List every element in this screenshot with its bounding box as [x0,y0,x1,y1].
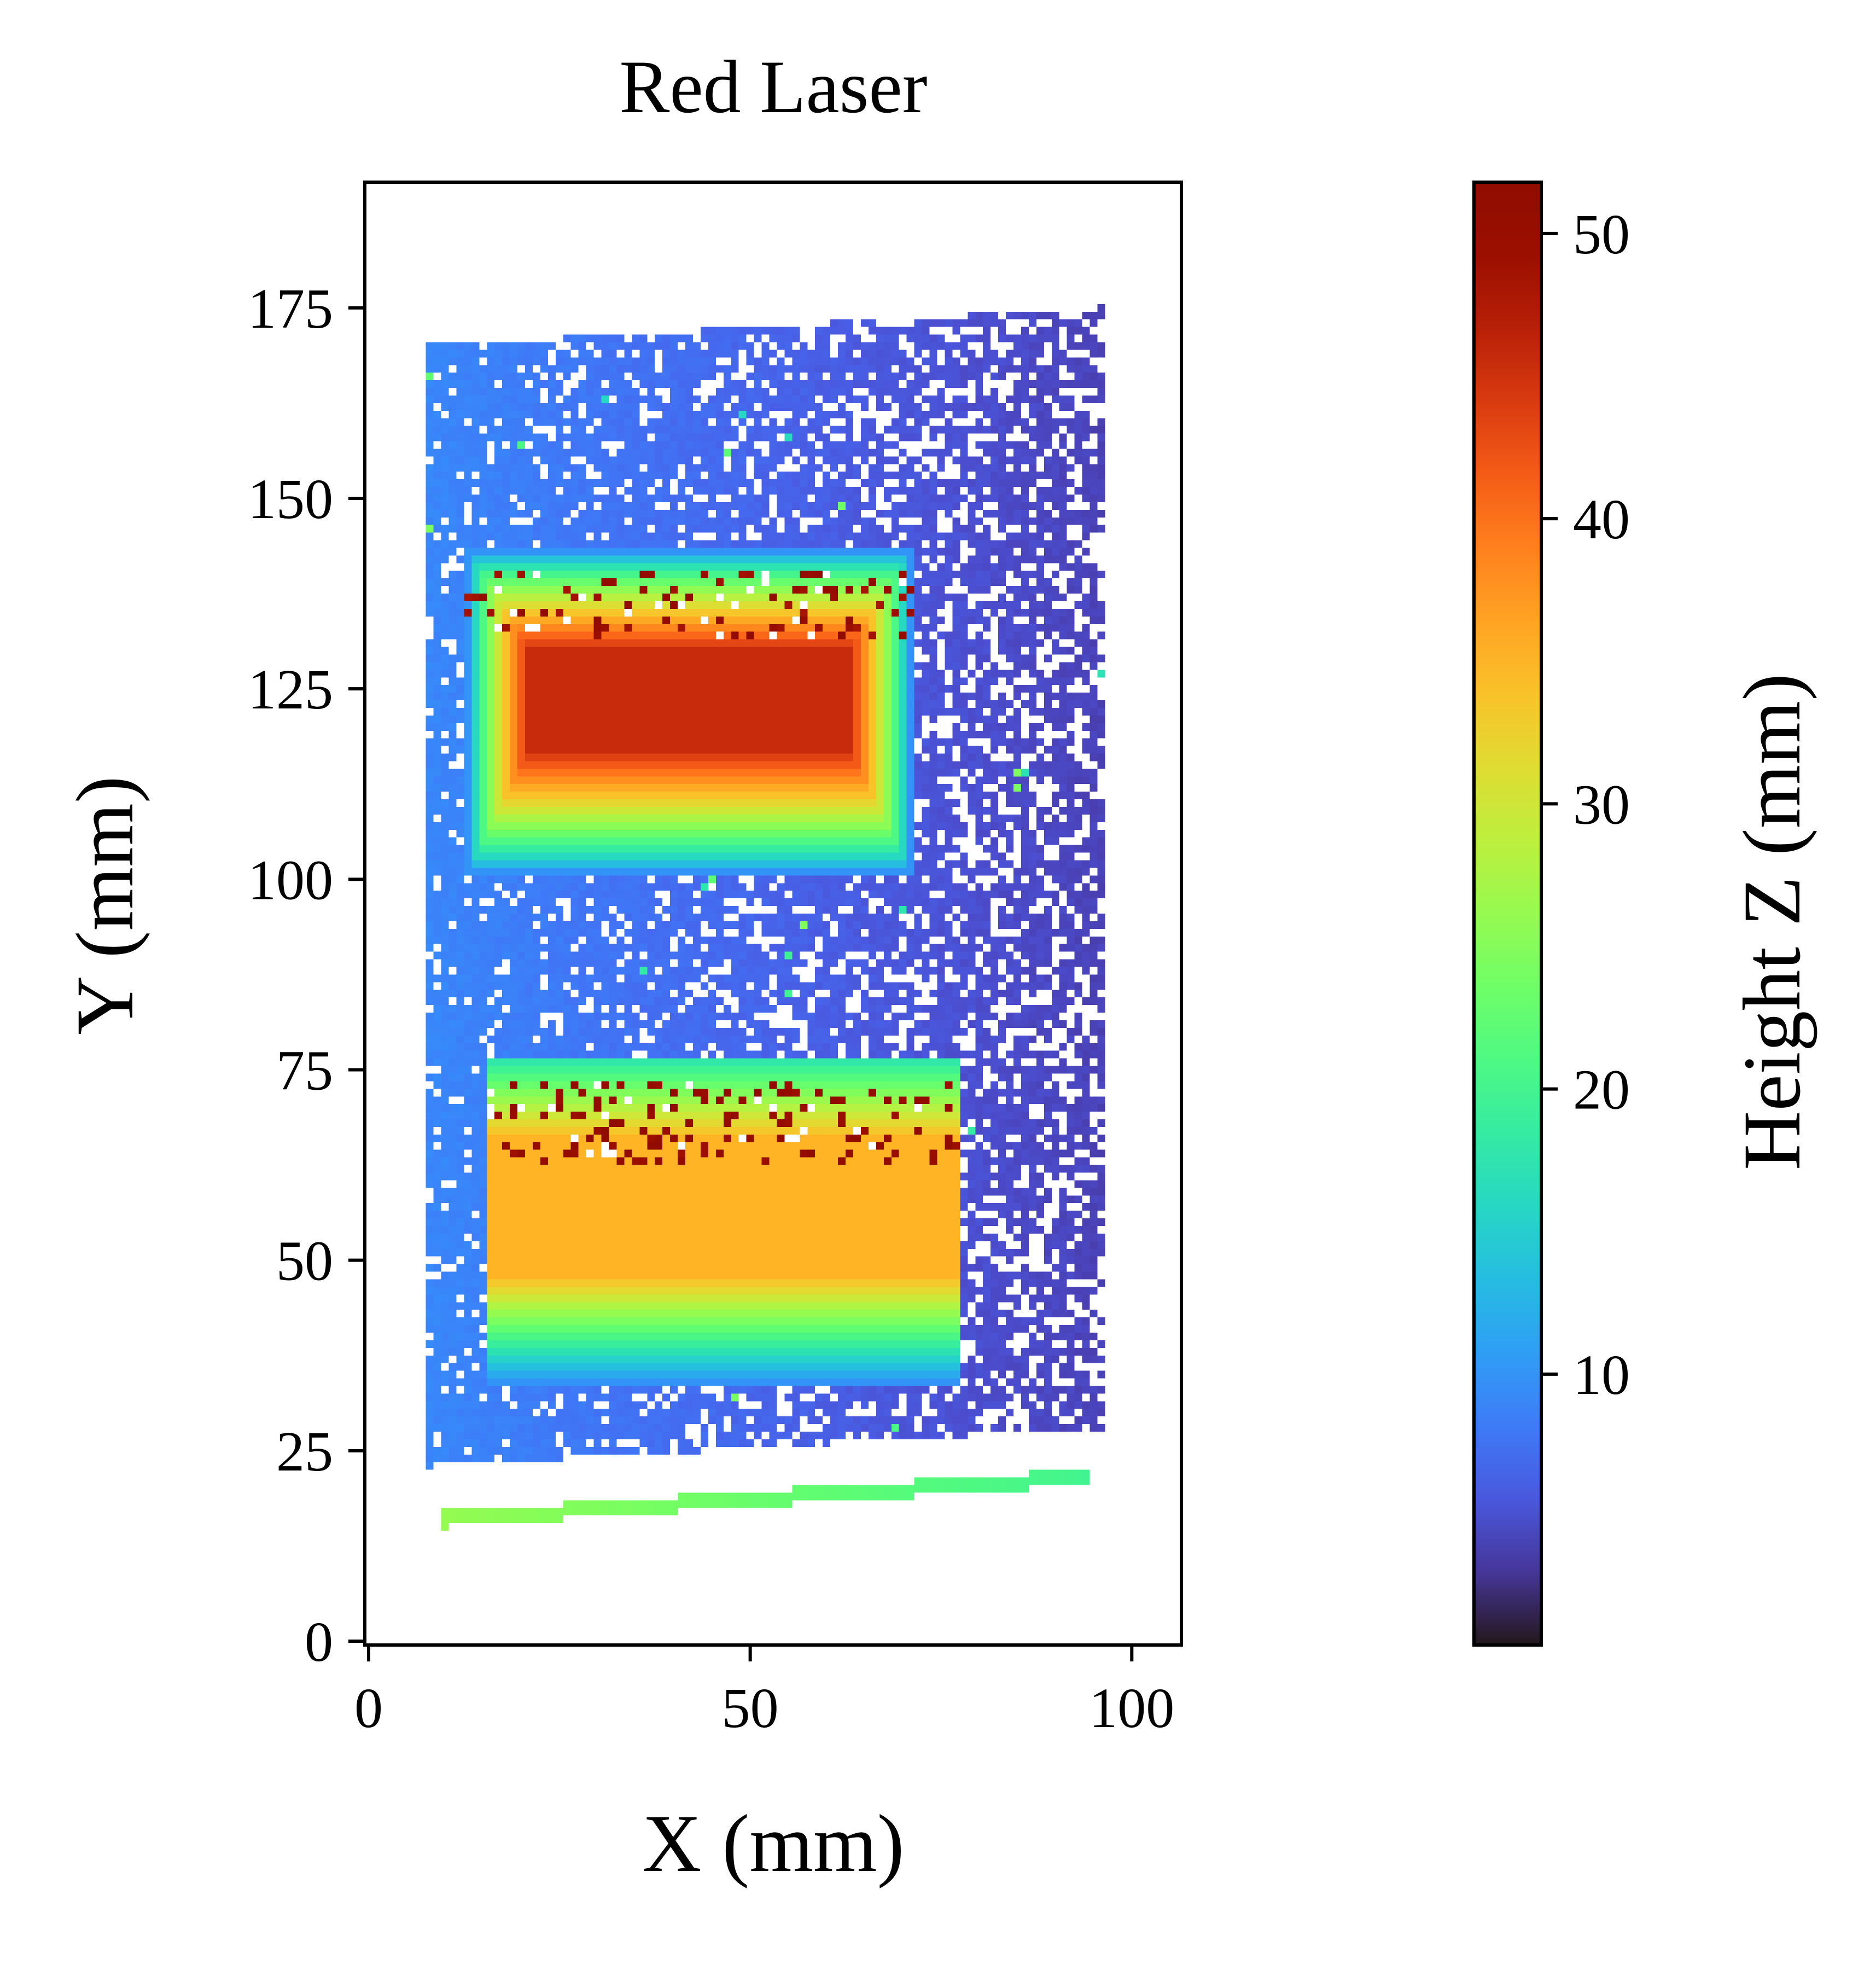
x-tick-label: 0 [354,1677,383,1740]
x-axis-ticks: 0 50 100 [354,1645,1174,1740]
colorbar [1474,182,1541,1645]
y-axis-ticks: 0 25 50 75 100 125 150 175 [248,277,365,1673]
y-tick-label: 150 [248,468,333,531]
colorbar-label: Height Z (mm) [1727,673,1817,1170]
heatmap-image [365,182,1181,1645]
chart-title: Red Laser [619,45,927,129]
y-tick-label: 50 [276,1230,333,1293]
colorbar-tick-label: 30 [1573,773,1630,836]
y-tick-label: 0 [305,1611,333,1673]
y-tick-label: 75 [276,1039,333,1102]
colorbar-tick-label: 20 [1573,1059,1630,1121]
colorbar-tick-label: 50 [1573,203,1630,266]
colorbar-frame [1472,181,1543,1647]
x-tick-label: 100 [1089,1677,1174,1740]
colorbar-tick-label: 10 [1573,1344,1630,1406]
y-tick-label: 100 [248,848,333,911]
x-tick-label: 50 [722,1677,779,1740]
y-tick-label: 175 [248,277,333,340]
plot-frame [363,181,1183,1647]
colorbar-tick-label: 40 [1573,488,1630,551]
colorbar-ticks: 10 20 30 40 50 [1541,203,1630,1406]
x-axis-label: X (mm) [642,1798,904,1889]
y-tick-label: 125 [248,658,333,721]
y-axis-label: Y (mm) [60,776,150,1035]
y-tick-label: 25 [276,1420,333,1483]
